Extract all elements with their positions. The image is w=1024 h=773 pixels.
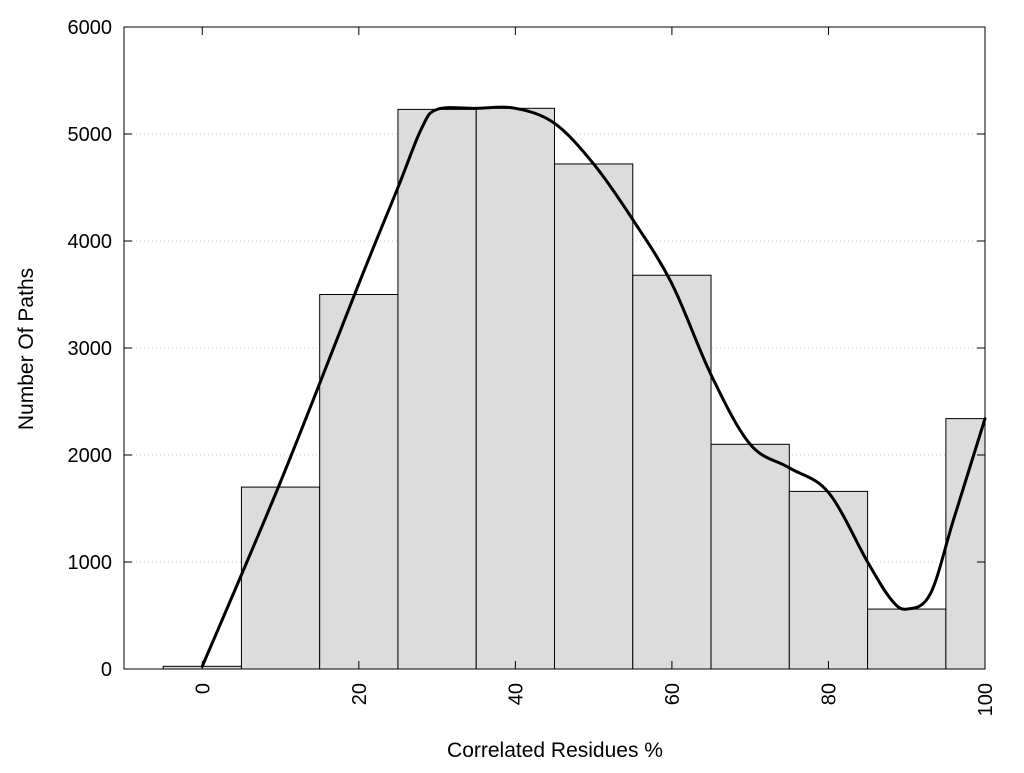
y-tick-label: 4000 [68,231,113,253]
histogram-bar [554,163,634,670]
histogram-bar [632,274,712,670]
y-axis-label: Number Of Paths [15,268,38,430]
histogram-bar [240,486,321,670]
x-tick-label: 60 [662,683,684,705]
x-tick-label: 80 [818,683,840,705]
y-tick-label: 2000 [68,445,113,467]
y-tick-label: 5000 [68,124,113,146]
x-tick-label: 0 [192,683,214,694]
y-tick-label: 3000 [68,338,113,360]
y-tick-label: 0 [101,659,112,681]
histogram-bar [397,108,477,670]
x-tick-label: 20 [349,683,371,705]
trend-curve [200,105,987,668]
x-tick-label: 100 [975,683,997,716]
histogram-bar [867,608,947,670]
trend-curve-layer [200,105,987,668]
y-tick-label: 1000 [68,552,113,574]
y-tick-label: 6000 [68,17,113,39]
histogram-bar [475,107,555,670]
y-axis-ticks: 0 1000 2000 3000 4000 5000 6000 [68,17,985,681]
histogram-bars [162,107,986,670]
histogram-bar [710,443,790,670]
x-axis-label: Correlated Residues % [447,739,663,762]
x-tick-label: 40 [505,683,527,705]
histogram-bar [788,490,869,670]
x-axis-ticks: 0 20 40 60 80 100 [192,27,997,716]
histogram-bar [945,418,986,670]
